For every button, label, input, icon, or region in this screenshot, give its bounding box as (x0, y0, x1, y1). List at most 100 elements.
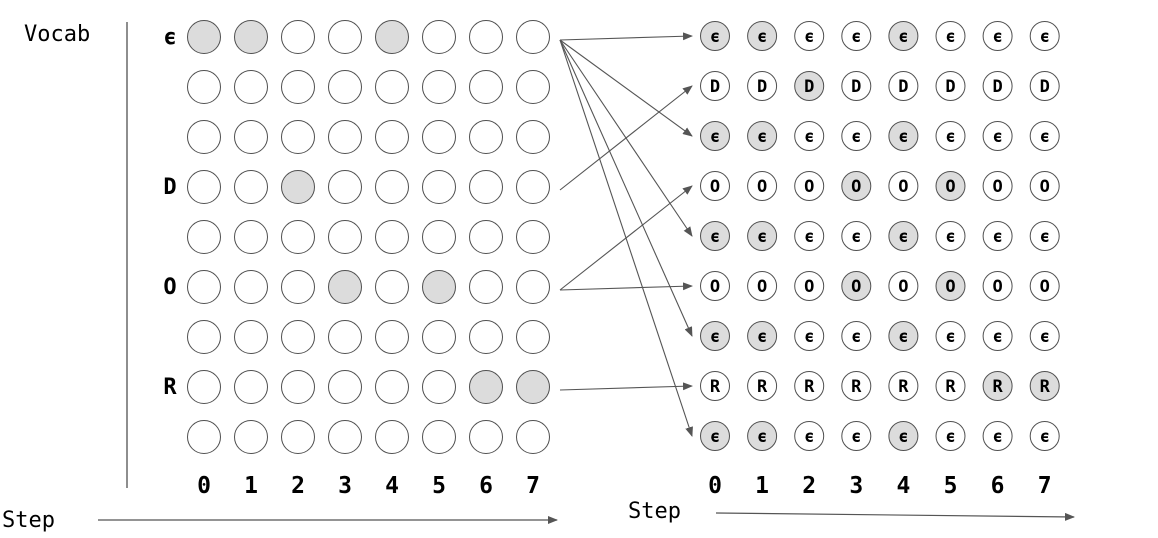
right-grid-token-r6-c5: ϵ (945, 327, 955, 347)
left-grid-cell-r8-c5 (422, 420, 456, 454)
right-grid-token-r3-c5: O (945, 177, 955, 197)
left-grid-cell-r1-c3 (328, 70, 362, 104)
right-grid-token-r6-c7: ϵ (1040, 327, 1050, 347)
right-grid-cell-r5-c4 (888, 271, 919, 301)
right-grid-cell-r7-c0 (700, 371, 730, 401)
right-grid-token-r2-c6: ϵ (992, 127, 1002, 147)
left-grid-cell-r0-c3 (328, 20, 362, 54)
left-grid-cell-r3-c3 (328, 170, 362, 204)
right-grid-cell-r0-c2 (794, 21, 825, 51)
left-grid-cell-r3-c0 (187, 170, 221, 204)
right-grid-cell-r0-c4 (888, 21, 919, 51)
right-step-tick-4: 4 (896, 473, 910, 499)
right-grid-cell-r2-c3 (841, 121, 872, 151)
left-grid-cell-r5-c0 (187, 270, 221, 304)
right-step-tick-3: 3 (849, 473, 863, 499)
left-grid-cell-r1-c5 (422, 70, 456, 104)
left-grid (187, 20, 550, 454)
right-grid-token-r7-c6: R (992, 377, 1003, 397)
right-grid-token-r0-c6: ϵ (992, 27, 1002, 47)
right-grid-token-r0-c1: ϵ (757, 27, 767, 47)
right-grid-cell-r4-c1 (747, 221, 778, 251)
left-grid-cell-r1-c6 (469, 70, 503, 104)
right-grid-cell-r3-c0 (700, 171, 730, 201)
right-grid-token-r6-c3: ϵ (851, 327, 861, 347)
left-grid-cell-r1-c4 (375, 70, 409, 104)
left-grid-cell-r8-c7 (516, 420, 550, 454)
left-grid-cell-r5-c2 (281, 270, 315, 304)
right-grid-cell-r6-c1 (747, 321, 778, 351)
left-grid-cell-r4-c1 (234, 220, 268, 254)
right-grid-token-r5-c5: O (945, 277, 955, 297)
left-grid-cell-r2-c6 (469, 120, 503, 154)
left-row-label-0: ϵ (163, 25, 176, 50)
left-grid-cell-r3-c2 (281, 170, 315, 204)
alignment-arrow-0-to-2 (559, 39, 693, 137)
left-step-tick-1: 1 (244, 473, 258, 499)
right-grid-cell-r4-c2 (794, 221, 825, 251)
right-grid-cell-r7-c4 (888, 371, 919, 401)
left-grid-cell-r3-c1 (234, 170, 268, 204)
right-grid-token-r7-c0: R (710, 377, 721, 397)
right-grid-token-r2-c5: ϵ (945, 127, 955, 147)
left-step-tick-3: 3 (338, 473, 352, 499)
right-grid-token-r8-c7: ϵ (1040, 427, 1050, 447)
left-grid-cell-r4-c4 (375, 220, 409, 254)
left-grid-cell-r5-c1 (234, 270, 268, 304)
right-grid-cell-r1-c1 (747, 71, 778, 101)
left-step-tick-5: 5 (432, 473, 446, 499)
right-grid-cell-r2-c0 (700, 121, 730, 151)
alignment-arrow-5-to-5 (559, 282, 693, 291)
left-step-tick-4: 4 (385, 473, 399, 499)
right-grid-token-r1-c0: D (710, 77, 720, 97)
right-grid-cell-r2-c1 (747, 121, 778, 151)
right-grid-token-r8-c5: ϵ (945, 427, 955, 447)
right-grid-token-r7-c2: R (804, 377, 815, 397)
right-grid-cell-r6-c7 (1029, 321, 1060, 351)
right-grid-cell-r1-c3 (841, 71, 872, 101)
right-grid-cell-r4-c4 (888, 221, 919, 251)
left-grid-cell-r0-c2 (281, 20, 315, 54)
left-grid-cell-r4-c6 (469, 220, 503, 254)
right-grid-cell-r4-c0 (700, 221, 730, 251)
left-grid-cell-r6-c4 (375, 320, 409, 354)
left-grid-cell-r1-c0 (187, 70, 221, 104)
right-grid-token-r1-c7: D (1040, 77, 1050, 97)
left-grid-cell-r6-c7 (516, 320, 550, 354)
right-grid-token-r1-c1: D (757, 77, 767, 97)
left-grid-cell-r7-c5 (422, 370, 456, 404)
left-grid-cell-r8-c6 (469, 420, 503, 454)
right-grid-token-r0-c7: ϵ (1040, 27, 1050, 47)
left-grid-cell-r2-c1 (234, 120, 268, 154)
left-grid-cell-r7-c2 (281, 370, 315, 404)
right-grid-cell-r7-c5 (935, 371, 966, 401)
left-grid-cell-r2-c0 (187, 120, 221, 154)
right-grid-cell-r4-c7 (1029, 221, 1060, 251)
right-grid-token-r2-c2: ϵ (804, 127, 814, 147)
right-grid-token-r7-c4: R (898, 377, 909, 397)
right-grid-token-r3-c2: O (804, 177, 814, 197)
right-grid-token-r3-c1: O (757, 177, 767, 197)
right-grid-token-r0-c4: ϵ (898, 27, 908, 47)
right-grid-token-r7-c1: R (757, 377, 768, 397)
alignment-arrow-3-to-1 (559, 85, 693, 191)
right-grid-token-r4-c7: ϵ (1040, 227, 1050, 247)
left-grid-cell-r1-c7 (516, 70, 550, 104)
alignment-arrow-7-to-7 (559, 382, 693, 391)
right-grid-cell-r0-c7 (1029, 21, 1060, 51)
right-grid-token-r4-c4: ϵ (898, 227, 908, 247)
right-grid-cell-r1-c6 (982, 71, 1013, 101)
right-grid-cell-r3-c3 (841, 171, 872, 201)
left-grid-cell-r3-c7 (516, 170, 550, 204)
right-grid-cell-r0-c5 (935, 21, 966, 51)
right-grid-cell-r1-c7 (1029, 71, 1060, 101)
left-grid-cell-r4-c7 (516, 220, 550, 254)
right-grid-cell-r8-c0 (700, 421, 730, 451)
left-row-label-3: D (163, 175, 176, 200)
left-grid-cell-r1-c2 (281, 70, 315, 104)
left-grid-cell-r0-c7 (516, 20, 550, 54)
right-grid-cell-r3-c2 (794, 171, 825, 201)
right-grid-cell-r7-c2 (794, 371, 825, 401)
right-grid-cell-r0-c3 (841, 21, 872, 51)
